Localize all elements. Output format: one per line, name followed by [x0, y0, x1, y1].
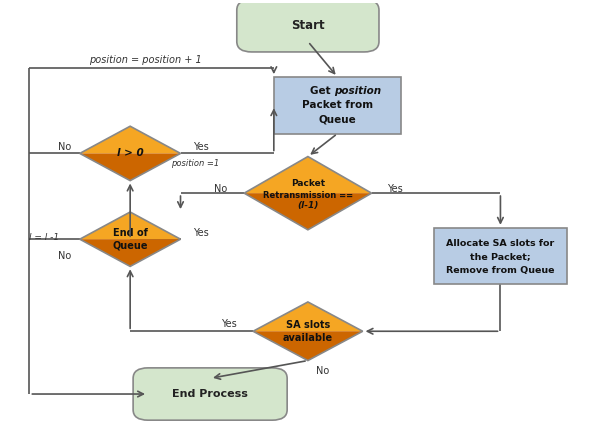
Text: l > 0: l > 0: [117, 148, 144, 159]
Text: End of: End of: [112, 228, 148, 238]
Text: SA slots: SA slots: [286, 320, 330, 330]
Polygon shape: [80, 212, 181, 239]
Text: available: available: [283, 332, 333, 343]
Text: Yes: Yes: [388, 184, 403, 194]
Text: End Process: End Process: [172, 389, 248, 399]
Text: Allocate SA slots for: Allocate SA slots for: [446, 239, 554, 248]
Text: Queue: Queue: [112, 240, 148, 251]
Text: No: No: [59, 251, 72, 261]
Bar: [434, 228, 567, 284]
Text: position: position: [334, 86, 382, 96]
Text: position = position + 1: position = position + 1: [89, 55, 202, 65]
Text: Get: Get: [310, 86, 334, 96]
Text: the Packet;: the Packet;: [470, 252, 531, 261]
Text: l = l -1: l = l -1: [29, 233, 59, 242]
Polygon shape: [244, 156, 371, 193]
Text: Remove from Queue: Remove from Queue: [446, 266, 555, 275]
Text: Yes: Yes: [193, 142, 209, 152]
Text: No: No: [59, 142, 72, 152]
Polygon shape: [244, 193, 371, 230]
Polygon shape: [253, 331, 363, 360]
Bar: [274, 77, 401, 134]
Polygon shape: [80, 126, 181, 153]
Text: Packet: Packet: [291, 179, 325, 188]
Polygon shape: [80, 239, 181, 266]
Polygon shape: [253, 302, 363, 331]
FancyBboxPatch shape: [133, 368, 287, 420]
Text: No: No: [214, 184, 227, 194]
Text: Yes: Yes: [221, 319, 237, 329]
Text: No: No: [316, 366, 329, 376]
Text: Yes: Yes: [193, 228, 209, 238]
Text: position =1: position =1: [171, 159, 219, 168]
Text: Start: Start: [291, 20, 325, 32]
Text: Packet from: Packet from: [302, 100, 373, 110]
Text: Queue: Queue: [319, 115, 356, 125]
FancyBboxPatch shape: [237, 0, 379, 52]
Polygon shape: [80, 153, 181, 181]
Text: Retransmission ==: Retransmission ==: [263, 191, 353, 200]
Text: (l-1): (l-1): [297, 201, 319, 210]
